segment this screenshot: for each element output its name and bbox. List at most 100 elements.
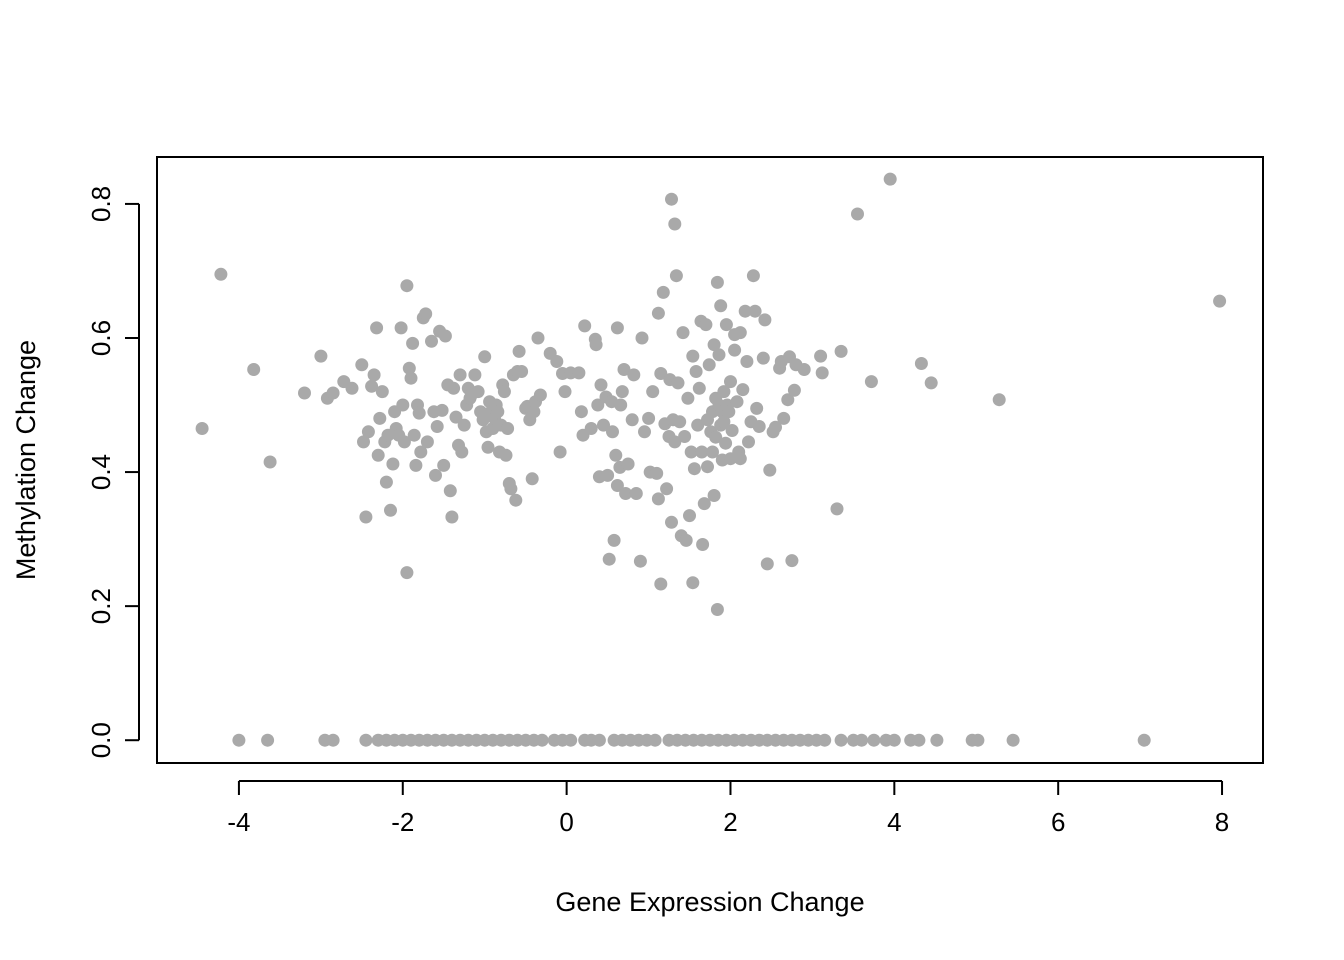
data-point [648,733,662,747]
data-point [478,350,492,364]
data-point [914,357,928,370]
data-point [756,351,770,365]
data-point [412,406,426,420]
data-point [760,557,774,571]
data-point [785,554,799,568]
data-point [437,458,451,472]
plot-frame [156,156,1264,764]
data-point [683,509,696,523]
data-point [834,733,848,747]
data-point [681,391,695,405]
data-point [298,386,311,400]
data-point [699,318,713,332]
data-point [679,533,693,547]
data-point [717,415,731,429]
data-point [855,733,869,747]
data-point [763,463,777,477]
data-point [525,472,539,486]
x-tick-label: 2 [723,807,737,837]
x-tick-label: 4 [887,807,901,837]
data-point [232,733,246,747]
data-point [379,475,393,489]
data-point [912,733,926,747]
data-point [686,349,700,363]
data-point [606,425,619,439]
data-point [709,430,723,444]
data-point [714,299,728,313]
data-point [867,733,881,747]
data-point [787,383,801,397]
data-point [553,445,567,459]
data-point [425,334,438,348]
data-point [457,418,471,432]
data-point [373,411,387,425]
data-point [445,510,459,524]
data-point [746,269,760,283]
data-point [752,420,766,433]
data-point [499,448,513,462]
data-point [1137,733,1151,747]
data-point [359,510,373,524]
y-tick-label: 0.6 [86,320,116,356]
data-point [420,435,434,449]
data-point [443,484,457,498]
data-point [615,385,629,399]
data-point [777,411,791,425]
data-point [725,424,739,437]
data-point [597,418,610,432]
data-point [769,420,782,434]
data-point [676,326,690,340]
data-point [684,445,698,459]
data-point [722,405,736,419]
data-point [617,363,631,376]
data-point [609,448,623,462]
data-point [883,172,897,186]
data-point [471,385,485,399]
data-point [435,403,449,417]
data-point [453,368,467,382]
data-point [367,368,381,382]
y-tick-label: 0.4 [86,454,116,490]
data-point [400,566,414,580]
y-tick-label: 0.0 [86,722,116,758]
data-point [750,401,764,415]
data-point [719,318,733,332]
data-point [633,554,647,568]
data-point [314,349,328,363]
data-point [702,358,716,372]
data-point [195,422,209,435]
data-point [607,533,621,547]
data-point [394,321,408,335]
data-point [665,515,678,529]
data-point [724,375,737,389]
data-point [386,457,400,471]
data-point [651,492,665,506]
data-point [371,448,385,462]
data-point [407,428,421,442]
data-point [406,336,420,350]
data-point [594,378,608,392]
data-point [619,487,633,500]
data-point [601,468,615,482]
data-point [707,338,721,352]
data-point [614,398,628,412]
data-point [214,267,228,281]
data-point [414,445,428,459]
data-point [402,361,416,375]
data-point [326,733,340,747]
data-point [629,487,643,500]
y-tick-label: 0.8 [86,186,116,222]
data-point [481,440,495,454]
data-point [924,376,938,390]
data-point [501,422,515,435]
data-point [326,386,340,400]
data-point [247,363,261,376]
data-point [971,733,985,747]
data-point [449,410,463,424]
data-point [365,379,379,393]
data-point [638,425,651,439]
data-point [738,304,752,318]
data-point [584,422,598,435]
data-point [781,393,795,407]
